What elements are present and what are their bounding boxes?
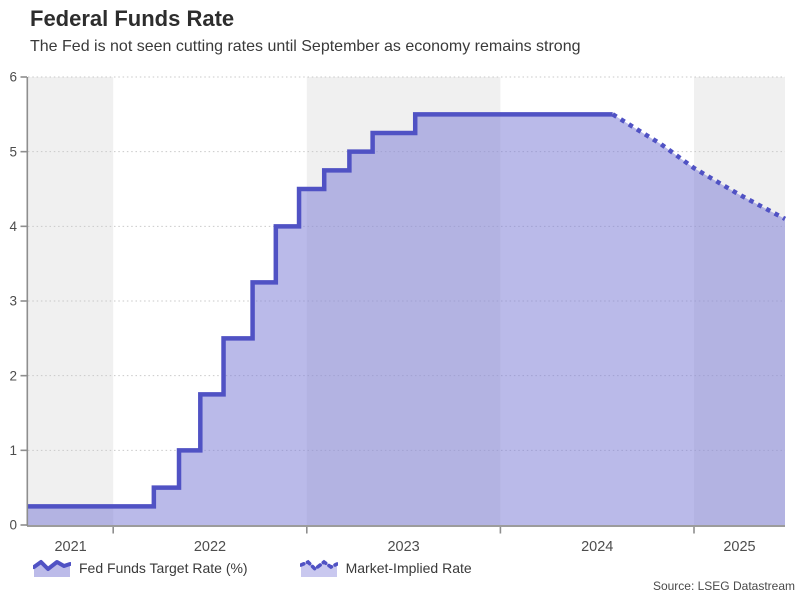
chart-subtitle: The Fed is not seen cutting rates until … [30, 38, 581, 55]
legend-label-market-implied: Market-Implied Rate [345, 560, 472, 576]
fed-funds-line [28, 112, 613, 509]
x-axis-label: 2021 [54, 539, 86, 555]
x-axis-label: 2025 [723, 539, 755, 555]
y-axis-label: 5 [9, 144, 17, 159]
chart-legend: Fed Funds Target Rate (%) Market-Implied… [33, 558, 472, 578]
solid-area-series-icon [33, 560, 71, 577]
y-axis-label: 0 [9, 518, 17, 533]
y-axis-label: 3 [9, 294, 17, 309]
y-axis-label: 2 [9, 368, 17, 383]
x-axis-label: 2024 [581, 539, 613, 555]
y-axis-label: 4 [9, 219, 17, 234]
area-fill [28, 114, 785, 525]
legend-item-target-rate: Fed Funds Target Rate (%) [33, 558, 248, 578]
chart-title: Federal Funds Rate [30, 6, 235, 31]
legend-item-market-implied: Market-Implied Rate [299, 558, 472, 578]
legend-label-target-rate: Fed Funds Target Rate (%) [79, 560, 248, 576]
x-axis-label: 2022 [194, 539, 226, 555]
year-band [28, 77, 114, 525]
x-axis-label: 2023 [387, 539, 419, 555]
y-axis-label: 6 [9, 70, 17, 85]
market-implied-line [611, 112, 787, 221]
dotted-line-series-icon [299, 559, 338, 577]
y-axis-label: 1 [9, 443, 17, 458]
source-note: Source: LSEG Datastream [652, 579, 795, 593]
